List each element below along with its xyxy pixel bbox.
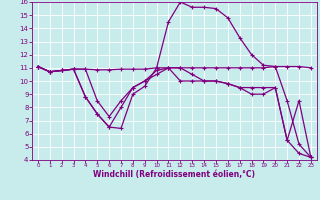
X-axis label: Windchill (Refroidissement éolien,°C): Windchill (Refroidissement éolien,°C) <box>93 170 255 179</box>
